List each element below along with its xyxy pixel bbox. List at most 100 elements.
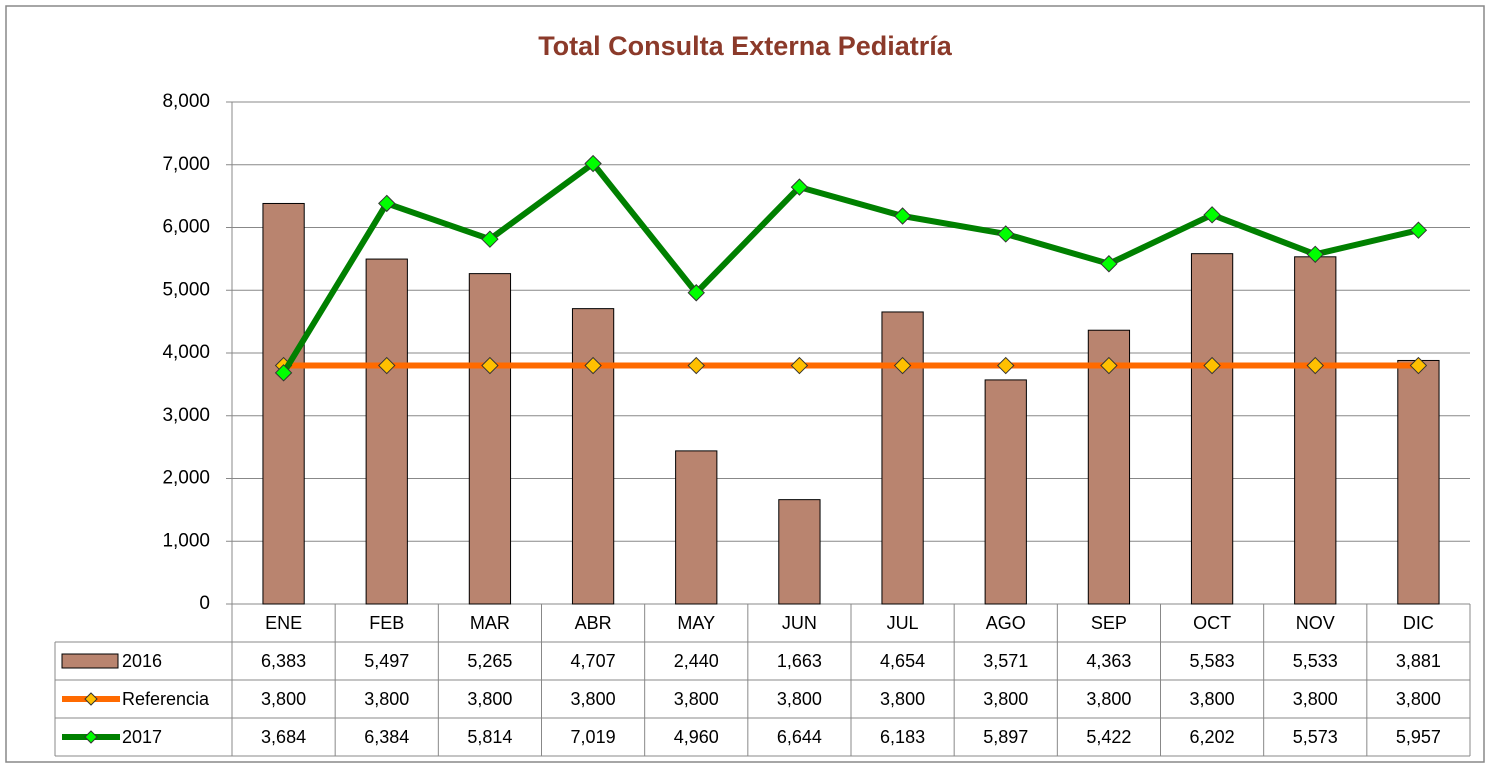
y-tick-label: 8,000 <box>162 91 210 112</box>
x-tick-label: OCT <box>1193 613 1231 633</box>
marker <box>481 356 499 375</box>
legend-swatch <box>84 692 98 706</box>
bar <box>778 499 821 605</box>
table-value: 6,644 <box>777 727 822 747</box>
y-tick-label: 3,000 <box>162 405 210 426</box>
marker <box>1306 356 1324 375</box>
table-value: 3,881 <box>1396 651 1441 671</box>
table-value: 3,800 <box>777 689 822 709</box>
line <box>281 160 1420 375</box>
table-value: 3,800 <box>1396 689 1441 709</box>
bar <box>1397 359 1440 605</box>
table-value: 3,800 <box>364 689 409 709</box>
table-value: 1,663 <box>777 651 822 671</box>
marker <box>1306 245 1324 264</box>
table-value: 3,800 <box>1293 689 1338 709</box>
table-value: 3,684 <box>261 727 306 747</box>
x-tick-label: ENE <box>265 613 302 633</box>
table-value: 3,800 <box>1086 689 1131 709</box>
x-tick-label: DIC <box>1403 613 1434 633</box>
table-value: 7,019 <box>571 727 616 747</box>
x-tick-label: MAR <box>470 613 510 633</box>
legend-label: 2016 <box>122 651 162 671</box>
y-tick-label: 7,000 <box>162 154 210 175</box>
bar <box>984 379 1027 605</box>
table-value: 5,897 <box>983 727 1028 747</box>
table-value: 3,800 <box>571 689 616 709</box>
table-value: 5,265 <box>467 651 512 671</box>
table-value: 4,654 <box>880 651 925 671</box>
marker <box>274 364 293 382</box>
legend-label: 2017 <box>122 727 162 747</box>
x-tick-label: JUN <box>782 613 817 633</box>
y-tick-label: 0 <box>199 593 210 614</box>
bar <box>1087 329 1131 605</box>
table-value: 6,183 <box>880 727 925 747</box>
table-value: 5,814 <box>467 727 512 747</box>
table-value: 5,573 <box>1293 727 1338 747</box>
x-tick-label: AGO <box>986 613 1026 633</box>
marker <box>1100 356 1118 375</box>
legend-swatch <box>84 730 98 744</box>
x-tick-label: JUL <box>887 613 919 633</box>
table-value: 5,533 <box>1293 651 1338 671</box>
marker <box>584 356 602 375</box>
x-tick-label: ABR <box>575 613 612 633</box>
y-tick-label: 1,000 <box>162 530 210 551</box>
table-value: 2,440 <box>674 651 719 671</box>
marker <box>481 230 499 248</box>
table-value: 4,707 <box>571 651 616 671</box>
x-tick-label: SEP <box>1091 613 1127 633</box>
y-tick-label: 5,000 <box>162 279 210 300</box>
bar <box>881 311 924 605</box>
table-value: 3,571 <box>983 651 1028 671</box>
y-tick-label: 2,000 <box>162 468 210 489</box>
marker <box>1100 255 1118 273</box>
marker <box>1203 206 1221 224</box>
marker <box>1409 221 1428 239</box>
table-value: 3,800 <box>1190 689 1235 709</box>
bar <box>468 273 512 605</box>
table-value: 5,957 <box>1396 727 1441 747</box>
marker <box>893 207 912 225</box>
bar <box>262 202 305 605</box>
table-value: 3,800 <box>674 689 719 709</box>
marker <box>997 225 1015 243</box>
table-value: 3,800 <box>880 689 925 709</box>
x-tick-label: FEB <box>369 613 404 633</box>
marker <box>687 356 705 375</box>
marker <box>584 154 602 173</box>
table-value: 3,800 <box>261 689 306 709</box>
bar <box>571 308 615 605</box>
table-value: 4,363 <box>1086 651 1131 671</box>
table-value: 5,497 <box>364 651 409 671</box>
y-tick-label: 6,000 <box>162 217 210 238</box>
bar <box>365 258 408 605</box>
marker <box>687 284 705 302</box>
marker <box>893 356 912 375</box>
legend-swatch <box>61 653 119 669</box>
y-tick-label: 4,000 <box>162 342 210 363</box>
table-value: 6,202 <box>1190 727 1235 747</box>
marker <box>997 356 1015 375</box>
marker <box>378 194 396 213</box>
bar <box>1190 253 1234 605</box>
table-value: 3,800 <box>983 689 1028 709</box>
table-value: 6,384 <box>364 727 409 747</box>
legend-label: Referencia <box>122 689 210 709</box>
marker <box>1409 356 1428 375</box>
x-tick-label: MAY <box>677 613 715 633</box>
marker <box>790 356 809 375</box>
table-value: 4,960 <box>674 727 719 747</box>
x-tick-label: NOV <box>1296 613 1335 633</box>
table-value: 6,383 <box>261 651 306 671</box>
marker <box>378 356 396 375</box>
marker <box>790 178 809 196</box>
table-value: 5,422 <box>1086 727 1131 747</box>
table-value: 5,583 <box>1190 651 1235 671</box>
bar <box>675 450 718 605</box>
table-value: 3,800 <box>467 689 512 709</box>
chart-border <box>5 5 1485 763</box>
